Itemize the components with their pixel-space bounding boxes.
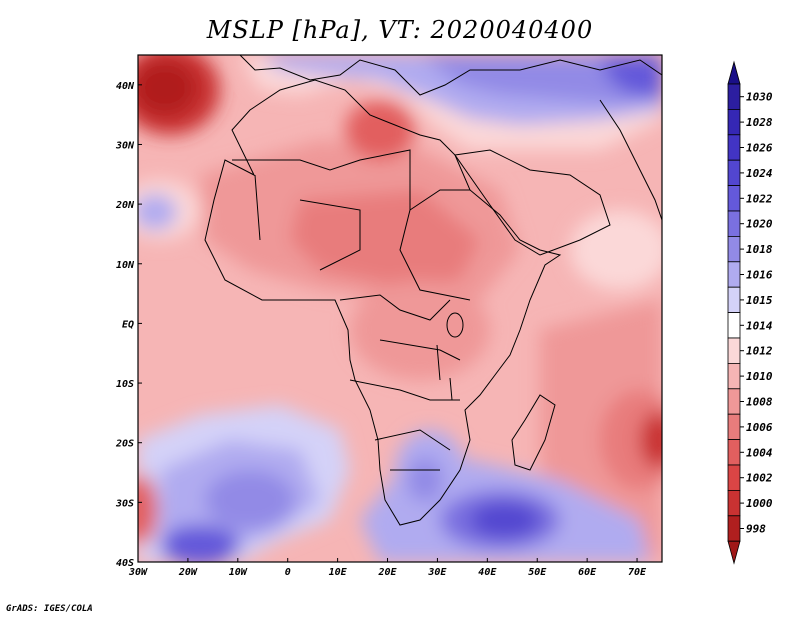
colorbar-swatch — [727, 337, 741, 364]
lon-tick-label: 10W — [229, 567, 248, 578]
colorbar: 1030 1028 1026 1024 1022 1020 1018 1016 1015 1014… — [727, 60, 773, 565]
colorbar-swatch — [727, 210, 741, 237]
lon-tick-label: 40E — [478, 567, 497, 578]
lat-tick-label: 40S — [116, 558, 134, 569]
colorbar-swatch — [727, 489, 741, 517]
colorbar-swatch — [727, 83, 741, 110]
colorbar-label: 1006 — [746, 421, 773, 434]
colorbar-label: 1020 — [746, 218, 773, 231]
latitude-axis: 40N 30N 20N 10N EQ 10S 20S 30S 40S — [115, 81, 142, 569]
colorbar-swatch — [727, 261, 741, 288]
colorbar-swatch — [727, 413, 741, 441]
colorbar-swatch — [727, 109, 741, 136]
colorbar-label: 1008 — [746, 396, 773, 409]
colorbar-swatch — [727, 185, 741, 212]
colorbar-swatch — [727, 515, 741, 542]
colorbar-swatch — [727, 439, 741, 466]
colorbar-swatch — [727, 286, 741, 314]
colorbar-swatch — [727, 464, 741, 491]
colorbar-swatch — [727, 235, 741, 263]
colorbar-label: 1015 — [746, 294, 773, 307]
credit-text: GrADS: IGES/COLA — [6, 604, 93, 614]
colorbar-swatch — [727, 159, 741, 186]
lat-tick-label: 10N — [116, 260, 135, 271]
colorbar-label: 1012 — [746, 345, 773, 358]
colorbar-swatch — [727, 134, 741, 161]
colorbar-swatch — [727, 388, 741, 415]
lon-tick-label: 0 — [285, 567, 291, 578]
lat-tick-label: 20N — [115, 200, 135, 211]
lon-tick-label: 50E — [528, 567, 547, 578]
colorbar-label: 1016 — [746, 269, 773, 282]
colorbar-label: 1010 — [746, 370, 773, 383]
lon-tick-label: 70E — [628, 567, 647, 578]
plot-frame — [137, 54, 663, 563]
lat-tick-label: EQ — [122, 319, 134, 330]
colorbar-label: 1030 — [746, 91, 773, 104]
lon-tick-label: 30E — [427, 567, 447, 578]
lon-tick-label: 20W — [178, 567, 198, 578]
lat-tick-label: 40N — [116, 81, 135, 92]
colorbar-label: 1026 — [746, 142, 773, 155]
lat-tick-label: 30N — [115, 140, 135, 151]
colorbar-label: 998 — [746, 523, 766, 536]
colorbar-label: 1014 — [746, 319, 773, 332]
colorbar-label: 1028 — [746, 116, 773, 129]
lon-tick-label: 60E — [578, 567, 597, 578]
lat-tick-label: 30S — [115, 498, 134, 509]
colorbar-swatch — [727, 312, 741, 339]
colorbar-label: 1002 — [746, 472, 773, 485]
colorbar-top-arrow — [727, 60, 741, 85]
colorbar-swatch — [727, 362, 741, 390]
longitude-axis: 30W 20W 10W 0 10E 20E 30E 40E 50E 60E 70E — [128, 558, 647, 578]
colorbar-bottom-arrow — [727, 540, 741, 565]
colorbar-label: 1024 — [746, 167, 773, 180]
lon-tick-label: 20E — [377, 567, 397, 578]
lon-tick-label: 30W — [128, 567, 148, 578]
coastlines — [204, 55, 662, 526]
lat-tick-label: 20S — [115, 439, 134, 450]
colorbar-label: 1022 — [746, 192, 773, 205]
chart-title: MSLP [hPa], VT: 2020040400 — [206, 16, 594, 44]
lat-tick-label: 10S — [116, 379, 134, 390]
pressure-field — [138, 55, 662, 562]
colorbar-label: 1004 — [746, 446, 773, 459]
colorbar-label: 1018 — [746, 243, 773, 256]
colorbar-label: 1000 — [746, 497, 773, 510]
lon-tick-label: 10E — [329, 567, 348, 578]
